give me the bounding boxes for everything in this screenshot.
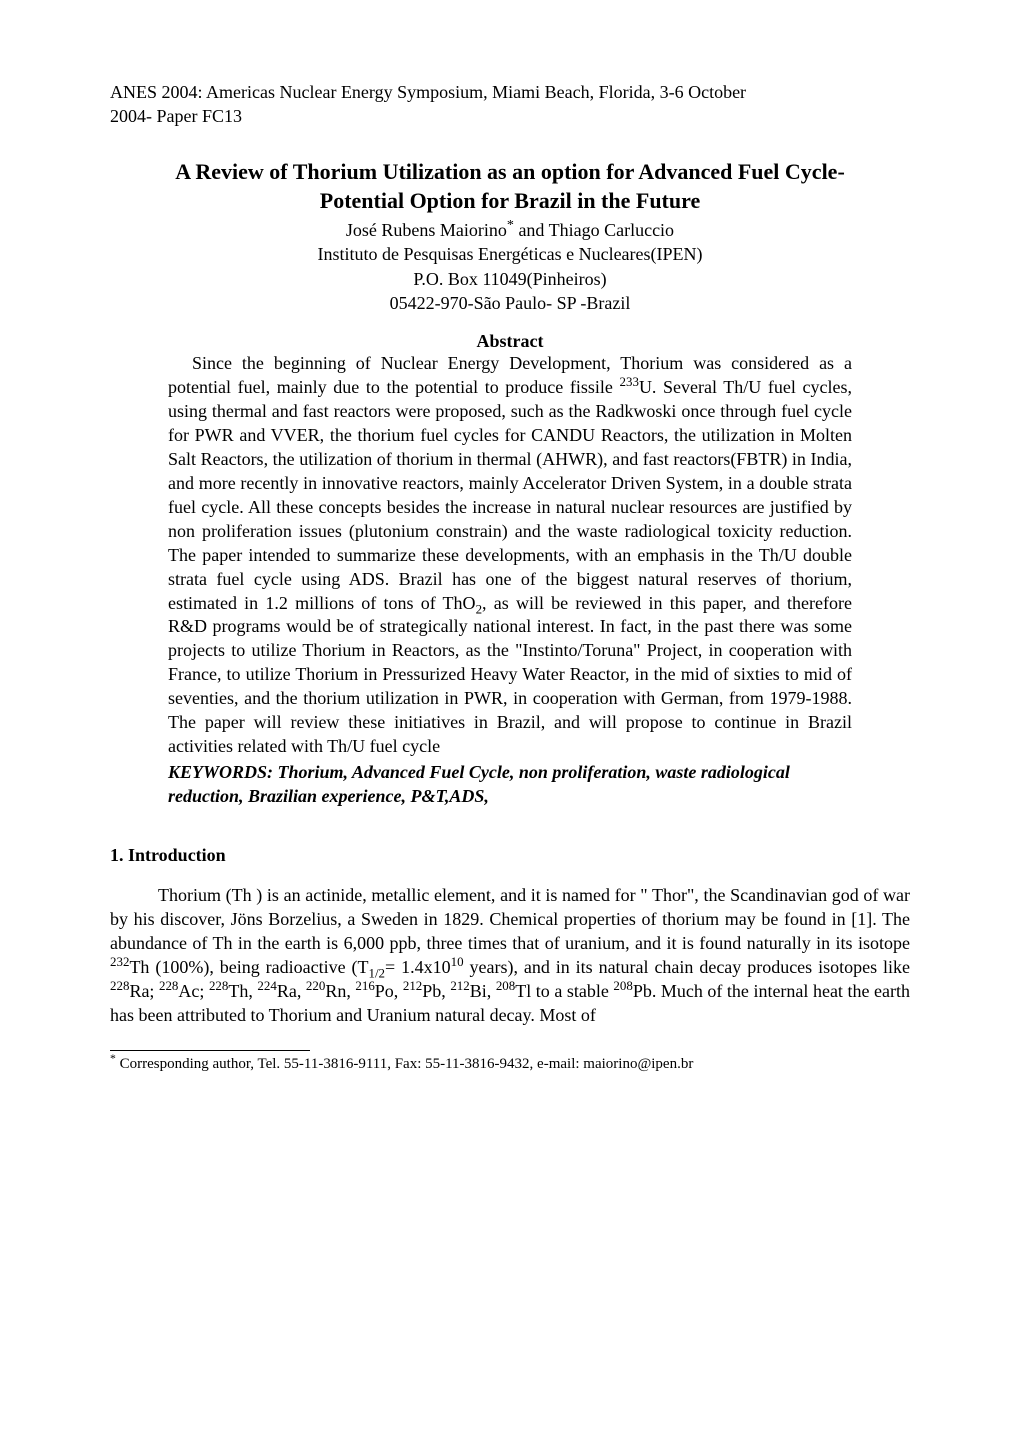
abstract-body: Since the beginning of Nuclear Energy De… (168, 352, 852, 759)
author-names: José Rubens Maiorino* and Thiago Carlucc… (110, 218, 910, 242)
affiliation: Instituto de Pesquisas Energéticas e Nuc… (110, 242, 910, 266)
author-secondary: and Thiago Carluccio (514, 220, 674, 240)
page: ANES 2004: Americas Nuclear Energy Sympo… (0, 0, 1020, 1134)
author-primary: José Rubens Maiorino (346, 220, 507, 240)
footnote-marker-asterisk: * (507, 217, 514, 233)
section-1-heading: 1. Introduction (110, 845, 910, 866)
po-box: P.O. Box 11049(Pinheiros) (110, 267, 910, 291)
keywords: KEYWORDS: Thorium, Advanced Fuel Cycle, … (168, 761, 852, 809)
footnote: * Corresponding author, Tel. 55-11-3816-… (110, 1055, 910, 1075)
footnote-text: Corresponding author, Tel. 55-11-3816-91… (116, 1056, 693, 1072)
paper-title: A Review of Thorium Utilization as an op… (110, 157, 910, 216)
title-line-2: Potential Option for Brazil in the Futur… (320, 188, 701, 213)
address: 05422-970-São Paulo- SP -Brazil (110, 291, 910, 315)
authors-block: José Rubens Maiorino* and Thiago Carlucc… (110, 218, 910, 315)
header-line-1: ANES 2004: Americas Nuclear Energy Sympo… (110, 82, 746, 102)
abstract-heading: Abstract (110, 331, 910, 352)
footnote-rule (110, 1050, 310, 1051)
header-line-2: 2004- Paper FC13 (110, 106, 242, 126)
title-line-1: A Review of Thorium Utilization as an op… (175, 159, 845, 184)
conference-header: ANES 2004: Americas Nuclear Energy Sympo… (110, 80, 910, 129)
section-1-para-1: Thorium (Th ) is an actinide, metallic e… (110, 884, 910, 1028)
